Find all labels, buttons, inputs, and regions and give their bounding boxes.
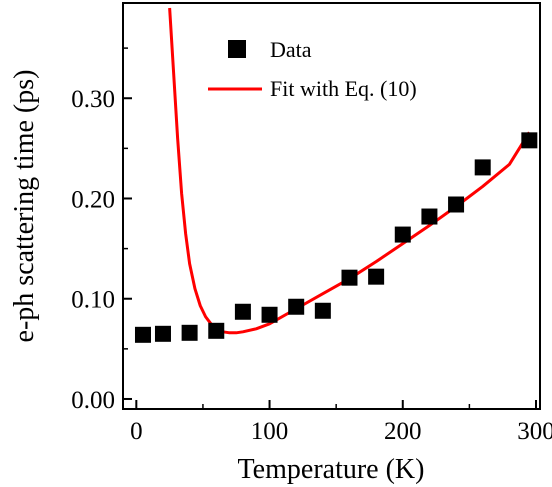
data-point (448, 196, 465, 213)
data-point (341, 269, 358, 286)
axis-ticks (123, 47, 538, 409)
x-tick-label: 100 (251, 418, 289, 445)
fit-line (168, 7, 531, 335)
data-point (521, 132, 538, 149)
plot-frame (122, 2, 541, 410)
data-point (368, 268, 385, 285)
data-point (314, 302, 331, 319)
plot-content (134, 7, 538, 343)
data-point (394, 226, 411, 243)
y-axis-title: e-ph scattering time (ps) (9, 70, 40, 343)
data-point (234, 303, 251, 320)
x-tick-label: 200 (384, 418, 422, 445)
data-point (134, 326, 151, 343)
data-point (154, 325, 171, 342)
data-point (474, 159, 491, 176)
y-tick-label: 0.20 (71, 186, 115, 213)
y-tick-label: 0.00 (71, 387, 115, 414)
y-tick-label: 0.10 (71, 287, 115, 314)
x-tick-label: 300 (517, 418, 552, 445)
legend-marker-data (228, 40, 246, 58)
y-tick-label: 0.30 (71, 86, 115, 113)
data-point (261, 306, 278, 323)
legend-label-data: Data (270, 37, 312, 62)
legend: Data Fit with Eq. (10) (208, 37, 417, 101)
data-point (421, 208, 438, 225)
axis-tick-labels: 0 100 200 300 0.00 0.10 0.20 0.30 (71, 86, 552, 445)
x-tick-label: 0 (130, 418, 143, 445)
data-point (208, 322, 225, 339)
x-axis-title: Temperature (K) (238, 454, 425, 485)
legend-label-fit: Fit with Eq. (10) (270, 76, 417, 101)
data-point (181, 324, 198, 341)
data-point (288, 298, 305, 315)
